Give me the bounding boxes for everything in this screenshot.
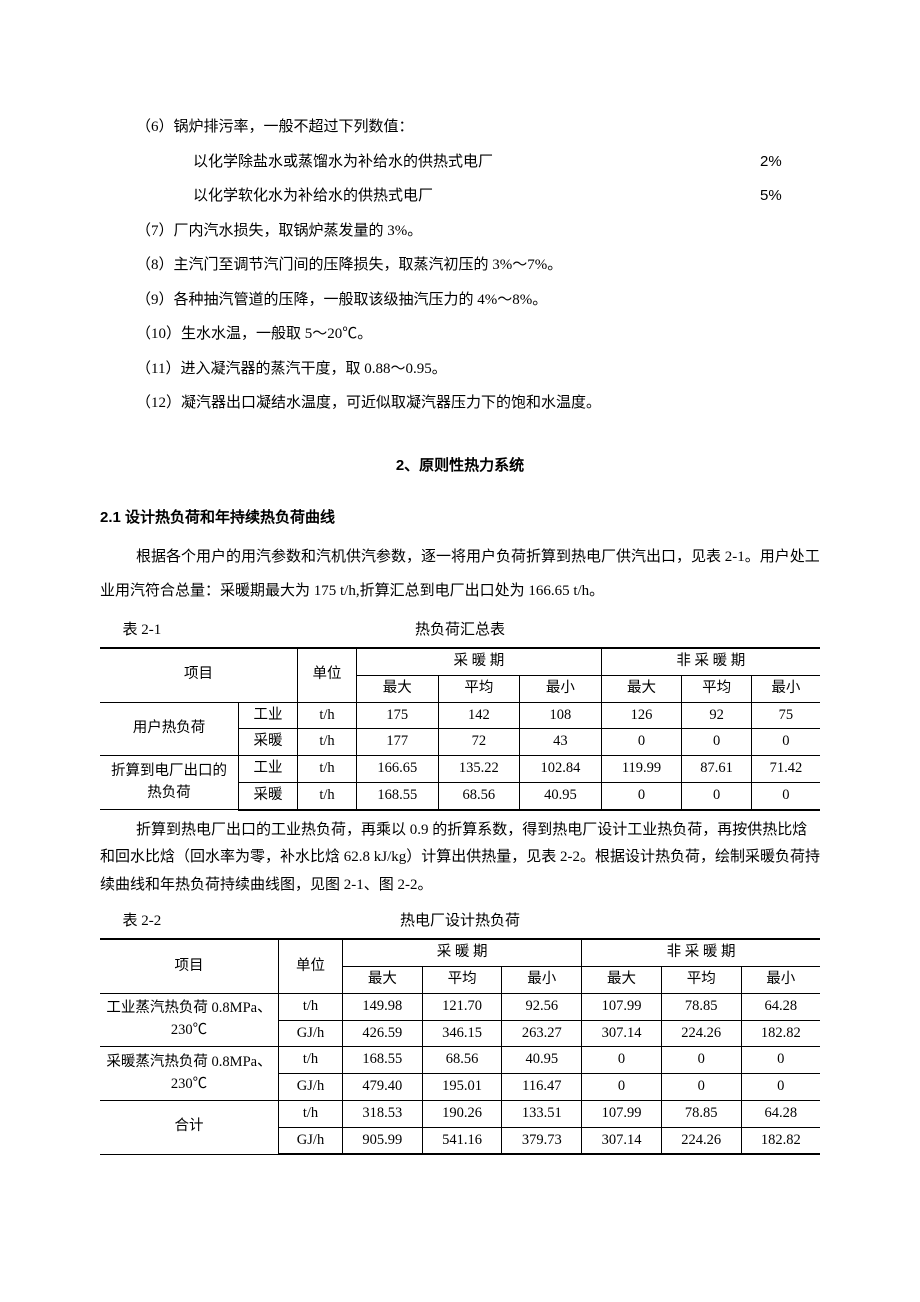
para-8: （8）主汽门至调节汽门间的压降损失，取蒸汽初压的 3%～7%。	[100, 248, 820, 283]
section-2-1-head: 2.1 设计热负荷和年持续热负荷曲线	[100, 501, 820, 536]
para-6a: 以化学除盐水或蒸馏水为补给水的供热式电厂 2%	[100, 145, 820, 180]
section-2-1-p2: 折算到热电厂出口的工业热负荷，再乘以 0.9 的折算系数，得到热电厂设计工业热负…	[100, 817, 820, 900]
para-6b: 以化学软化水为补给水的供热式电厂 5%	[100, 179, 820, 214]
table-2-1: 项目 单位 采 暖 期 非 采 暖 期 最大平均最小 最大平均最小 用户热负荷工…	[100, 647, 820, 811]
para-7: （7）厂内汽水损失，取锅炉蒸发量的 3%。	[100, 214, 820, 249]
para-9: （9）各种抽汽管道的压降，一般取该级抽汽压力的 4%～8%。	[100, 283, 820, 318]
para-11: （11）进入凝汽器的蒸汽干度，取 0.88～0.95。	[100, 352, 820, 387]
table-2-1-caption: 表 2-1 热负荷汇总表	[100, 613, 820, 648]
section-2-1-p1: 根据各个用户的用汽参数和汽机供汽参数，逐一将用户负荷折算到热电厂供汽出口，见表 …	[100, 540, 820, 609]
table-2-2: 项目 单位 采 暖 期 非 采 暖 期 最大平均最小 最大平均最小 工业蒸汽热负…	[100, 938, 820, 1155]
table-2-1-number: 表 2-1	[100, 613, 260, 648]
table-2-2-title: 热电厂设计热负荷	[260, 904, 660, 939]
para-10: （10）生水水温，一般取 5～20℃。	[100, 317, 820, 352]
para-6a-pct: 2%	[760, 145, 820, 180]
para-6b-pct: 5%	[760, 179, 820, 214]
table-2-2-caption: 表 2-2 热电厂设计热负荷	[100, 904, 820, 939]
para-12: （12）凝汽器出口凝结水温度，可近似取凝汽器压力下的饱和水温度。	[100, 386, 820, 421]
para-6b-label: 以化学软化水为补给水的供热式电厂	[193, 179, 760, 214]
section-2-title: 2、原则性热力系统	[100, 449, 820, 484]
table-2-1-title: 热负荷汇总表	[260, 613, 660, 648]
para-6a-label: 以化学除盐水或蒸馏水为补给水的供热式电厂	[193, 145, 760, 180]
table-2-2-number: 表 2-2	[100, 904, 260, 939]
para-6: （6）锅炉排污率，一般不超过下列数值：	[100, 110, 820, 145]
